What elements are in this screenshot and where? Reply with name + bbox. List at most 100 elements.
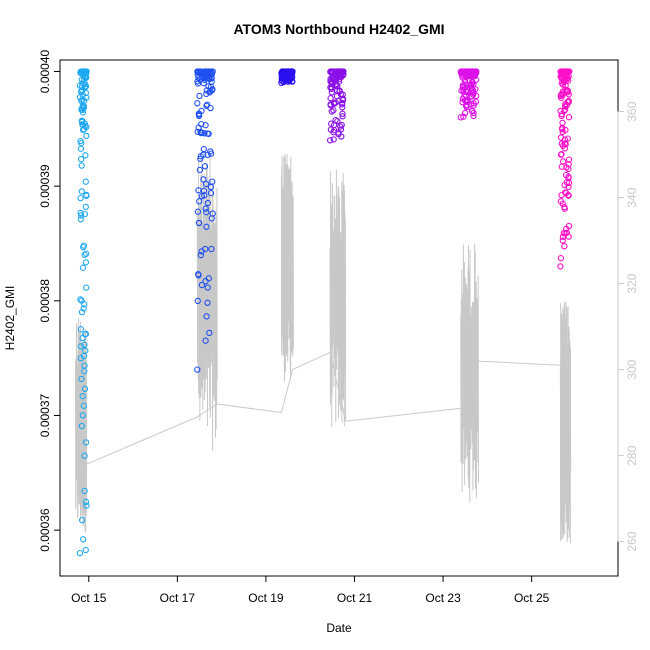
- data-point: [198, 107, 205, 115]
- y-left-tick-label: 0.00038: [38, 279, 52, 323]
- data-point: [81, 487, 88, 495]
- data-point: [565, 233, 572, 240]
- data-point: [337, 123, 344, 130]
- data-point: [201, 163, 209, 170]
- series-2: [194, 68, 216, 373]
- y-right-tick-label: 280: [625, 445, 639, 465]
- data-point: [77, 326, 85, 333]
- data-point: [463, 82, 470, 89]
- data-point: [76, 549, 84, 557]
- data-point: [464, 88, 471, 96]
- data-point: [467, 101, 474, 108]
- data-point: [336, 88, 343, 95]
- data-point: [561, 107, 568, 114]
- data-point: [205, 275, 212, 282]
- data-point: [81, 251, 88, 258]
- x-tick-label: Oct 21: [337, 591, 373, 605]
- data-point: [202, 180, 210, 188]
- data-point: [78, 69, 86, 76]
- data-point: [460, 113, 467, 120]
- data-point: [561, 243, 568, 250]
- data-point: [81, 210, 89, 218]
- data-point: [208, 75, 215, 82]
- data-point: [204, 284, 211, 291]
- data-point: [82, 74, 90, 81]
- data-point: [463, 72, 470, 79]
- data-point: [559, 119, 566, 126]
- data-point: [328, 84, 335, 91]
- data-point: [330, 136, 337, 143]
- data-point: [557, 91, 565, 98]
- altitude-burst-3: [280, 153, 294, 382]
- data-point: [557, 263, 564, 270]
- data-point: [207, 189, 215, 197]
- data-point: [209, 68, 216, 75]
- x-axis-label: Date: [326, 621, 352, 635]
- data-point: [194, 208, 202, 215]
- data-point: [279, 68, 287, 75]
- data-point: [203, 90, 210, 98]
- data-point: [194, 128, 201, 136]
- data-point: [197, 153, 204, 160]
- data-point: [200, 176, 207, 183]
- data-point: [559, 158, 567, 165]
- data-point: [78, 422, 85, 430]
- data-point: [194, 366, 201, 373]
- data-point: [82, 439, 90, 446]
- data-point: [565, 114, 573, 121]
- data-point: [82, 546, 89, 554]
- y-right-tick-label: 260: [625, 531, 639, 551]
- data-point: [329, 74, 336, 82]
- data-point: [81, 84, 89, 91]
- data-point: [201, 192, 208, 199]
- data-point: [78, 88, 85, 95]
- y-right-tick-label: 320: [625, 273, 639, 293]
- data-point: [79, 117, 86, 125]
- data-point: [77, 212, 85, 219]
- data-point: [473, 92, 480, 100]
- data-point: [78, 140, 85, 147]
- data-point: [195, 112, 203, 120]
- data-point: [77, 209, 84, 217]
- data-point: [206, 329, 213, 337]
- chart-title: ATOM3 Northbound H2402_GMI: [233, 21, 444, 37]
- data-point: [77, 296, 84, 303]
- data-point: [328, 108, 335, 115]
- data-point: [77, 343, 85, 350]
- data-point: [77, 156, 85, 163]
- data-point: [460, 83, 467, 90]
- data-points-layer: [76, 68, 573, 557]
- data-point: [197, 251, 204, 259]
- data-point: [204, 199, 212, 207]
- data-point: [81, 341, 88, 348]
- altitude-burst-6: [559, 301, 572, 544]
- data-point: [80, 402, 87, 409]
- data-point: [335, 129, 342, 136]
- data-point: [559, 81, 567, 88]
- data-point: [562, 71, 570, 79]
- data-point: [203, 223, 210, 230]
- data-point: [195, 187, 202, 194]
- data-point: [81, 452, 88, 459]
- data-point: [336, 69, 343, 76]
- data-point: [195, 272, 202, 279]
- y-axis-label: H2402_GMI: [3, 286, 17, 351]
- data-point: [339, 104, 346, 111]
- data-point: [200, 80, 207, 87]
- data-point: [557, 255, 565, 262]
- data-point: [202, 205, 209, 212]
- data-point: [340, 68, 347, 75]
- data-point: [197, 155, 204, 162]
- data-point: [204, 130, 211, 137]
- data-point: [80, 352, 88, 360]
- data-point: [196, 92, 203, 100]
- data-point: [327, 126, 335, 133]
- data-point: [333, 81, 340, 89]
- data-point: [198, 281, 206, 289]
- data-point: [330, 100, 338, 107]
- series-3: [278, 68, 296, 87]
- data-point: [82, 250, 90, 257]
- data-point: [565, 191, 572, 199]
- data-point: [461, 76, 469, 83]
